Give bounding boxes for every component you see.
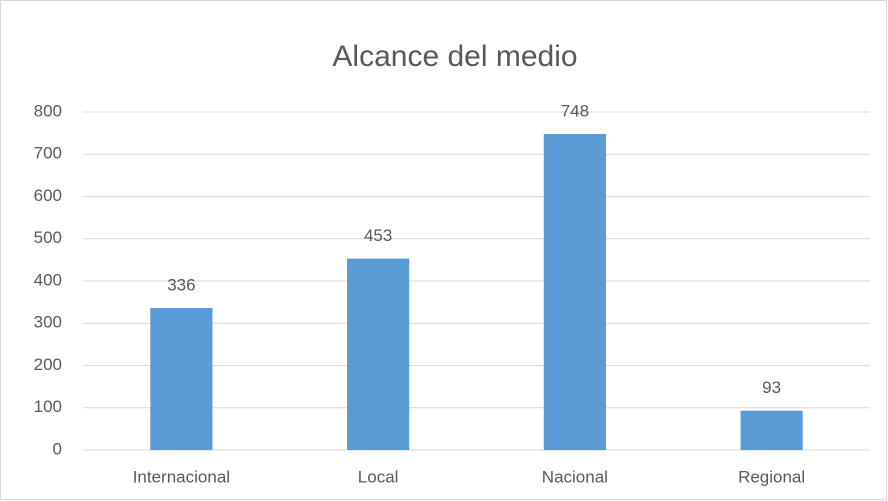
value-label: 93 xyxy=(762,378,781,397)
y-tick-label: 800 xyxy=(34,101,62,120)
x-tick-label: Internacional xyxy=(133,467,230,486)
x-tick-label: Local xyxy=(358,467,399,486)
y-tick-label: 100 xyxy=(34,397,62,416)
bar xyxy=(347,258,410,450)
value-label: 336 xyxy=(167,276,195,295)
x-tick-label: Regional xyxy=(738,467,805,486)
bar xyxy=(150,308,213,450)
y-tick-label: 700 xyxy=(34,144,62,163)
chart-title: Alcance del medio xyxy=(332,40,577,73)
bar xyxy=(740,410,803,450)
y-tick-label: 0 xyxy=(53,439,62,458)
bar xyxy=(543,133,606,450)
y-tick-label: 300 xyxy=(34,313,62,332)
y-tick-label: 400 xyxy=(34,270,62,289)
value-label: 748 xyxy=(561,101,589,120)
x-tick-label: Nacional xyxy=(542,467,608,486)
y-tick-label: 200 xyxy=(34,355,62,374)
value-label: 453 xyxy=(364,226,392,245)
y-tick-label: 600 xyxy=(34,186,62,205)
y-tick-label: 500 xyxy=(34,228,62,247)
